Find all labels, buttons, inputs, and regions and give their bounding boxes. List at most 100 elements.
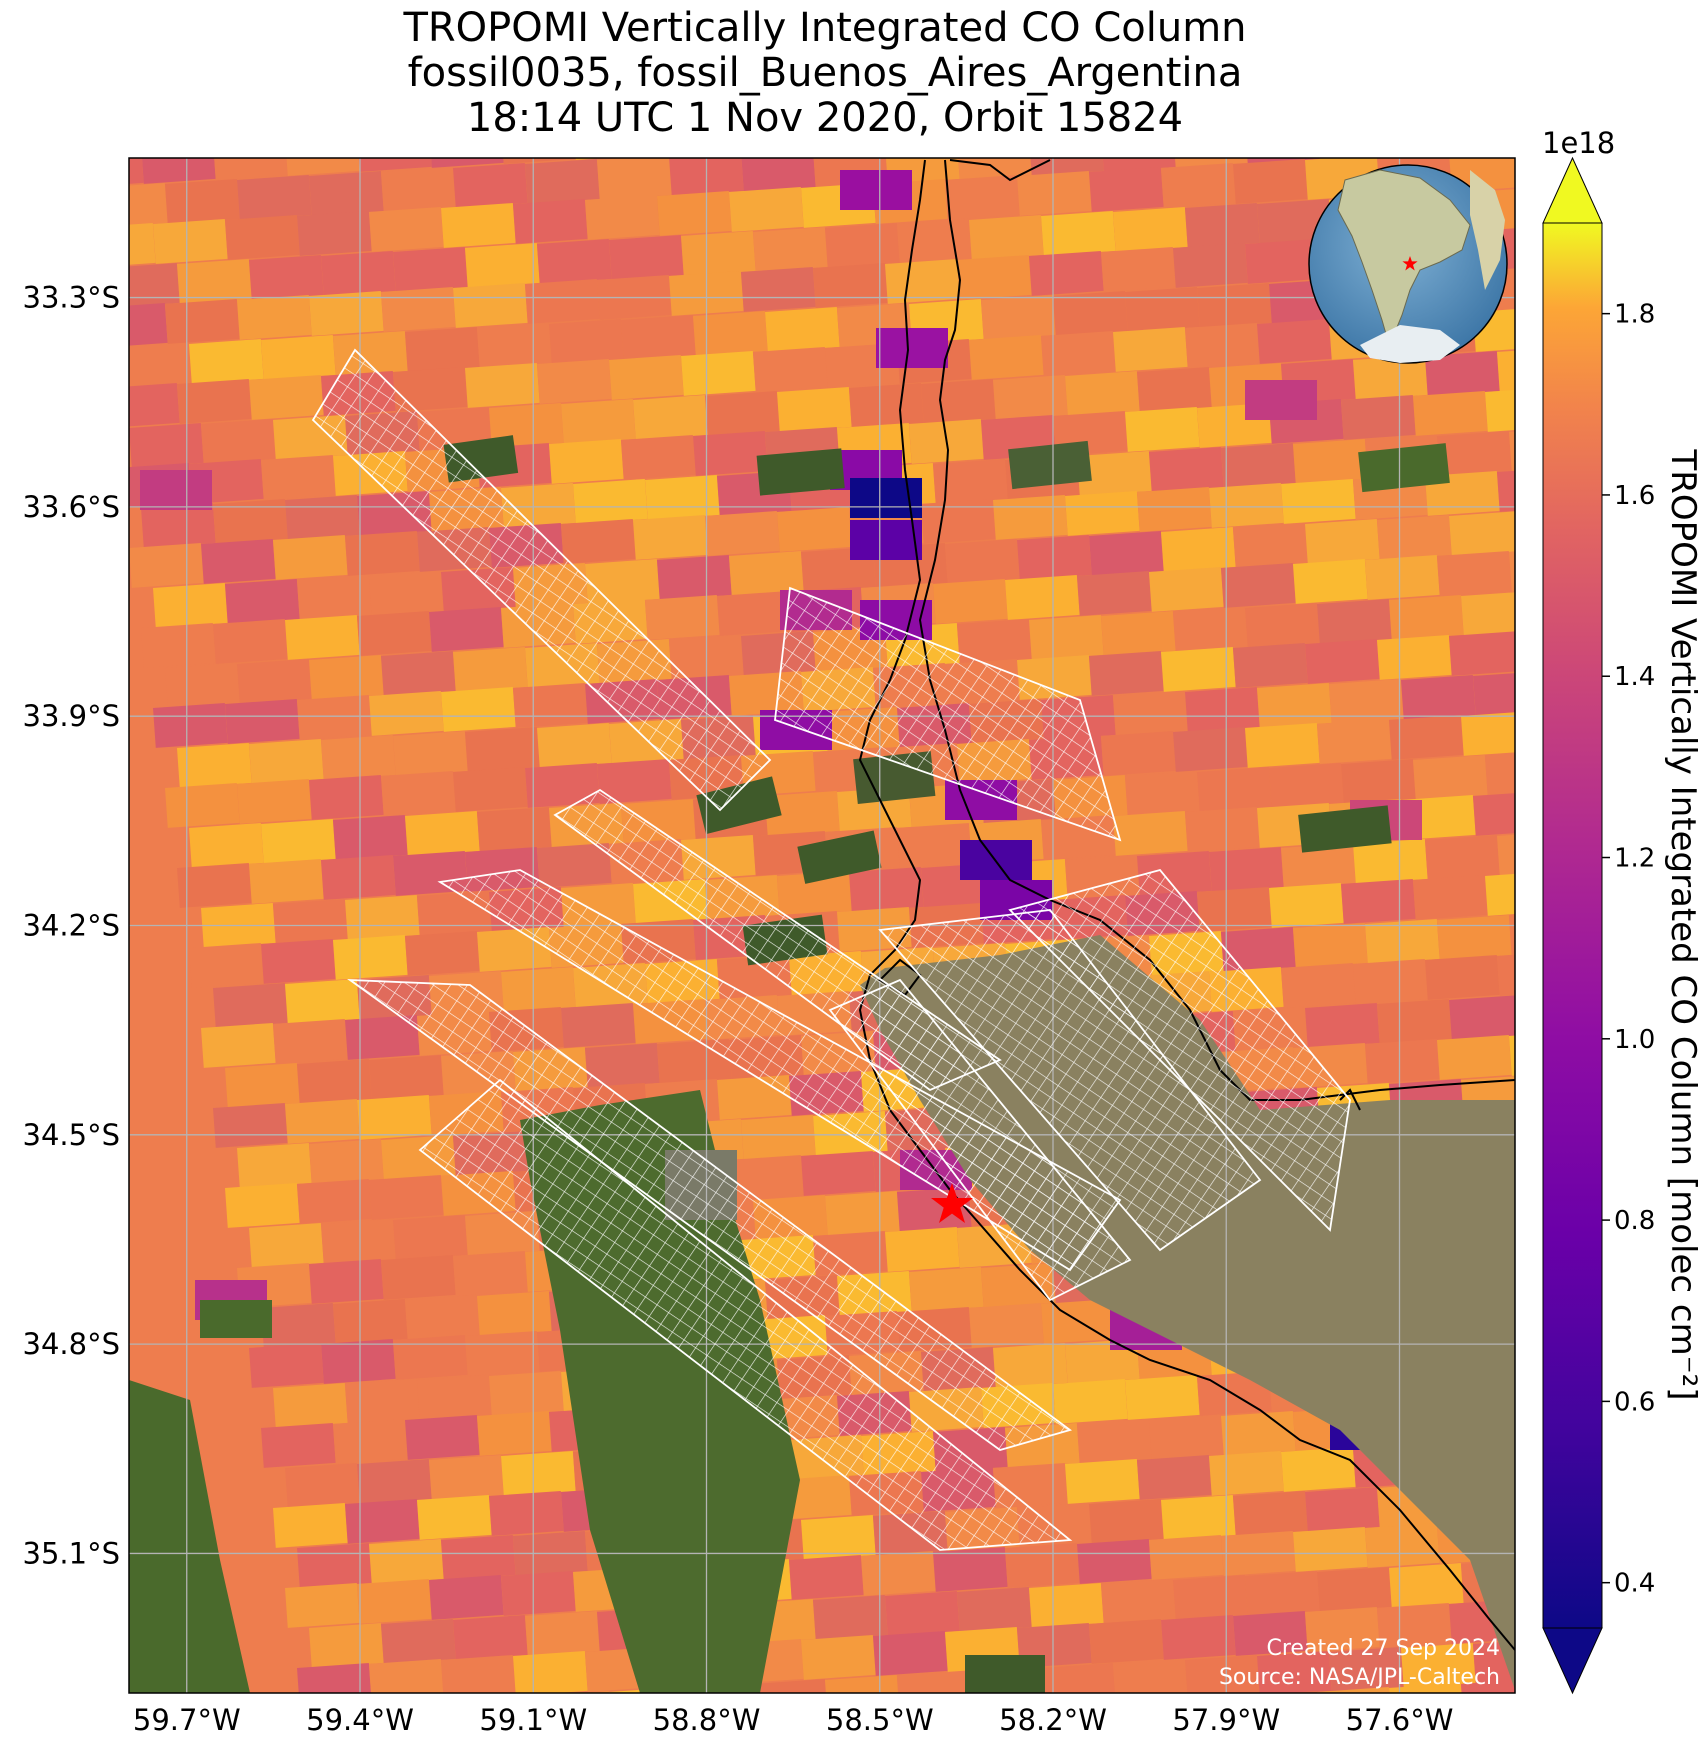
colorbar-gradient: [1542, 222, 1603, 1629]
co-pixel: [1029, 1582, 1104, 1628]
lon-tick-label: 59.4°W: [306, 1703, 414, 1737]
co-pixel: [129, 542, 204, 588]
co-pixel: [1185, 322, 1260, 368]
co-pixel: [513, 682, 588, 728]
co-pixel: [1112, 1658, 1188, 1693]
co-pixel: [1100, 1578, 1176, 1624]
co-pixel: [1353, 354, 1428, 400]
swath-7: [1008, 868, 1351, 1232]
co-pixel: [1293, 438, 1368, 484]
colorbar-tick-label: 1.4: [1614, 662, 1655, 692]
co-pixel: [1281, 962, 1356, 1008]
colorbar-ticks: 0.4 0.6 0.8 1.0 1.2 1.4 1.6 1.8: [1602, 300, 1655, 1599]
lon-tick-label: 58.8°W: [653, 1703, 761, 1737]
lon-tick-label: 59.7°W: [133, 1703, 241, 1737]
colorbar-extend-max: [1542, 156, 1603, 224]
co-pixel: [464, 726, 540, 772]
co-pixel: [1125, 1739, 1200, 1748]
co-pixel: [249, 374, 324, 420]
co-pixel: [285, 1462, 360, 1508]
co-pixel: [585, 194, 660, 240]
co-pixel: [1269, 1731, 1344, 1748]
co-pixel: [1053, 290, 1128, 336]
co-pixel: [321, 854, 396, 900]
co-pixel: [237, 1142, 312, 1188]
co-pixel: [260, 1302, 336, 1348]
co-pixel: [452, 646, 528, 692]
source-credit: Source: NASA/JPL-Caltech: [1219, 1665, 1500, 1690]
co-pixel: [261, 454, 336, 500]
co-pixel: [1089, 1618, 1164, 1664]
co-pixel: [1017, 534, 1092, 580]
co-pixel: [765, 790, 840, 836]
co-pixel: [1005, 574, 1080, 620]
co-pixel: [368, 1054, 444, 1100]
co-pixel: [296, 1178, 372, 1224]
colorbar-tick-label: 0.8: [1614, 1206, 1655, 1236]
co-pixel: [429, 158, 504, 168]
target-swaths: [311, 348, 1351, 1551]
co-pixel: [933, 458, 1008, 504]
co-pixel: [969, 334, 1044, 380]
co-pixel: [356, 1578, 432, 1624]
co-pixel: [1161, 1494, 1236, 1540]
co-pixel: [537, 722, 612, 768]
co-pixel: [1233, 158, 1308, 204]
co-pixel: [1281, 478, 1356, 524]
co-pixel: [1101, 158, 1176, 172]
co-pixel: [368, 1538, 444, 1584]
co-pixel: [1161, 1614, 1236, 1660]
co-pixel: [1149, 446, 1224, 492]
co-pixel: [393, 1334, 468, 1380]
colorbar: 0.4 0.6 0.8 1.0 1.2 1.4 1.6 1.8 1e18 TROPOMI Ve…: [1542, 126, 1700, 1695]
co-pixel: [1173, 726, 1248, 772]
co-pixel: [296, 574, 372, 620]
co-pixel: [1209, 1450, 1284, 1496]
co-pixel: [1077, 570, 1152, 616]
co-pixel: [1317, 158, 1392, 160]
co-pixel: [825, 1674, 900, 1693]
co-pixel: [453, 766, 528, 812]
co-pixel: [129, 382, 180, 428]
co-pixel: [309, 290, 384, 336]
co-pixel: [1185, 202, 1260, 248]
co-pixel: [237, 778, 312, 824]
co-pixel: [633, 394, 708, 440]
co-pixel: [1029, 614, 1104, 660]
lat-tick-label: 34.5°S: [23, 1118, 120, 1152]
co-pixel: [405, 1414, 480, 1460]
co-pixel: [1413, 390, 1488, 436]
co-pixel: [825, 1190, 900, 1236]
co-pixel: [1304, 1606, 1380, 1652]
co-pixel: [1617, 1631, 1692, 1676]
co-pixel: [765, 306, 840, 352]
co-pixel: [1473, 790, 1515, 836]
swath-6: [418, 1078, 1073, 1551]
co-pixel: [1233, 1490, 1308, 1536]
lon-tick-label: 58.5°W: [826, 1703, 934, 1737]
co-pixel: [140, 470, 212, 510]
co-pixel: [1245, 722, 1320, 768]
co-pixel: [1161, 646, 1236, 692]
swath-9: [828, 978, 1132, 1302]
title-line-2: fossil0035, fossil_Buenos_Aires_Argentin…: [407, 50, 1243, 96]
co-pixel: [1221, 79, 1296, 124]
co-pixel: [573, 158, 648, 160]
co-pixel: [813, 262, 888, 308]
co-pixel: [1077, 450, 1152, 496]
co-pixel: [1221, 926, 1296, 972]
co-pixel: [189, 338, 264, 384]
co-pixel: [705, 390, 780, 436]
co-pixel: [1461, 1678, 1515, 1693]
co-pixel: [933, 95, 1008, 140]
created-credit: Created 27 Sep 2024: [1267, 1636, 1501, 1661]
swath-5: [347, 978, 1073, 1451]
co-pixel: [404, 810, 480, 856]
south-america-landmass: [1337, 169, 1471, 350]
co-pixel: [1401, 1642, 1476, 1688]
co-pixel: [296, 1058, 372, 1104]
co-pixel: [729, 1154, 804, 1200]
co-pixel: [1077, 1418, 1152, 1464]
co-pixel: [740, 1114, 816, 1160]
co-pixel: [885, 1226, 960, 1272]
